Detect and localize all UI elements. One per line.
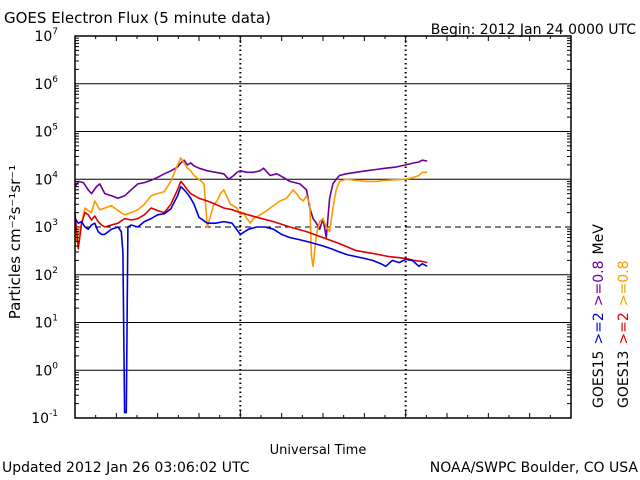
y-tick-exponent: 2 (52, 266, 58, 276)
grid (75, 36, 571, 418)
y-tick-exponent: 4 (52, 170, 58, 180)
credit-label: NOAA/SWPC Boulder, CO USA (430, 460, 639, 476)
x-axis-label: Universal Time (270, 443, 367, 458)
y-tick-base: 10 (34, 125, 52, 141)
y-tick-label: 105 (34, 123, 58, 141)
y-tick-base: 10 (31, 411, 49, 427)
y-tick-base: 10 (34, 220, 52, 236)
legend-high-energy: >=0.8 (616, 260, 632, 306)
y-tick-exponent: 7 (52, 27, 58, 37)
series-line-3 (74, 185, 428, 414)
chart-title: GOES Electron Flux (5 minute data) (4, 9, 271, 27)
series-group (74, 157, 428, 414)
legend-unit: MeV (591, 224, 607, 255)
legend-low-energy: >=2 (591, 312, 607, 344)
y-tick-label: 102 (34, 266, 58, 284)
y-tick-exponent: -1 (49, 409, 58, 419)
y-tick-label: 104 (34, 170, 58, 188)
begin-time: Begin: 2012 Jan 24 0000 UTC (431, 22, 636, 38)
series-line-0 (74, 159, 428, 239)
y-tick-label: 106 (34, 75, 58, 93)
legend-row: GOES13 >=2 >=0.8 (616, 260, 632, 408)
y-tick-base: 10 (34, 172, 52, 188)
legend-satellite: GOES15 (591, 351, 607, 408)
y-tick-base: 10 (34, 77, 52, 93)
legend-row: GOES15 >=2 >=0.8 MeV (591, 224, 607, 408)
y-tick-label: 107 (34, 27, 58, 45)
legend-low-energy: >=2 (616, 312, 632, 344)
y-tick-base: 10 (34, 268, 52, 284)
y-tick-exponent: 0 (52, 361, 58, 371)
series-line-2 (74, 180, 428, 264)
y-tick-base: 10 (34, 316, 52, 332)
updated-time: Updated 2012 Jan 26 03:06:02 UTC (2, 460, 250, 476)
legend-satellite: GOES13 (616, 351, 632, 408)
plot-frame (74, 35, 572, 419)
y-tick-exponent: 6 (52, 75, 58, 85)
legend: GOES15 >=2 >=0.8 MeV GOES13 >=2 >=0.8 (591, 224, 632, 408)
y-tick-exponent: 1 (52, 314, 58, 324)
y-axis-label: Particles cm⁻²s⁻¹sr⁻¹ (6, 165, 24, 319)
y-tick-exponent: 3 (52, 218, 58, 228)
y-tick-label: 101 (34, 314, 58, 332)
y-tick-base: 10 (34, 29, 52, 45)
y-tick-label: 100 (34, 361, 58, 379)
y-tick-base: 10 (34, 363, 52, 379)
y-tick-label: 103 (34, 218, 58, 236)
y-tick-label: 10-1 (31, 409, 58, 427)
legend-high-energy: >=0.8 (591, 260, 607, 306)
y-tick-exponent: 5 (52, 123, 58, 133)
